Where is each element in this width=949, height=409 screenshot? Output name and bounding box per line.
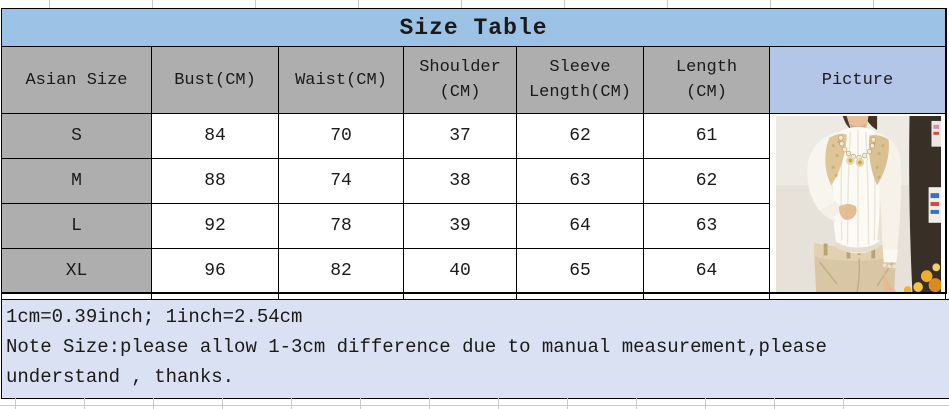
row-xl-bust: 96 — [152, 249, 279, 293]
row-m-length: 62 — [644, 159, 770, 204]
row-xl-length: 64 — [644, 249, 770, 293]
note-line-conversion: 1cm=0.39inch; 1inch=2.54cm — [6, 306, 303, 328]
row-l-label: L — [2, 204, 152, 249]
row-xl-label: XL — [2, 249, 152, 293]
header-bust: Bust(CM) — [152, 47, 279, 114]
row-m-shoulder: 38 — [404, 159, 517, 204]
row-l-bust: 92 — [152, 204, 279, 249]
row-m-bust: 88 — [152, 159, 279, 204]
row-s-shoulder: 37 — [404, 114, 517, 159]
header-length: Length (CM) — [644, 47, 770, 114]
gridline-v — [516, 294, 517, 299]
size-table: Size Table Asian Size Bust(CM) Waist(CM)… — [1, 8, 947, 294]
gridline-strip-top — [0, 0, 949, 8]
header-asian-size: Asian Size — [2, 47, 152, 114]
header-shoulder: Shoulder (CM) — [404, 47, 517, 114]
gridline-v — [278, 294, 279, 299]
row-m-waist: 74 — [279, 159, 404, 204]
row-xl-waist: 82 — [279, 249, 404, 293]
gridline-v — [769, 294, 770, 299]
gridline-v — [643, 294, 644, 299]
note-line-disclaimer: Note Size:please allow 1-3cm difference … — [6, 336, 827, 358]
row-l-length: 63 — [644, 204, 770, 249]
row-m-label: M — [2, 159, 152, 204]
row-l-sleeve: 64 — [517, 204, 644, 249]
gridline-v — [1, 294, 2, 299]
row-s-sleeve: 62 — [517, 114, 644, 159]
gridline-v — [403, 294, 404, 299]
row-s-label: S — [2, 114, 152, 159]
row-s-length: 61 — [644, 114, 770, 159]
note-box: 1cm=0.39inch; 1inch=2.54cm Note Size:ple… — [1, 299, 949, 399]
row-l-waist: 78 — [279, 204, 404, 249]
product-photo — [776, 116, 941, 292]
gridline-strip-bottom — [0, 397, 949, 409]
grid-gap-strip — [0, 294, 949, 299]
note-line-thanks: understand , thanks. — [6, 366, 235, 388]
header-picture: Picture — [770, 47, 946, 114]
row-m-sleeve: 63 — [517, 159, 644, 204]
gridline-v — [151, 294, 152, 299]
row-l-shoulder: 39 — [404, 204, 517, 249]
header-waist: Waist(CM) — [279, 47, 404, 114]
row-s-bust: 84 — [152, 114, 279, 159]
gridline-v — [945, 294, 946, 299]
header-sleeve-length: Sleeve Length(CM) — [517, 47, 644, 114]
row-s-waist: 70 — [279, 114, 404, 159]
row-xl-shoulder: 40 — [404, 249, 517, 293]
table-title: Size Table — [2, 9, 946, 47]
picture-cell — [770, 114, 946, 293]
row-xl-sleeve: 65 — [517, 249, 644, 293]
